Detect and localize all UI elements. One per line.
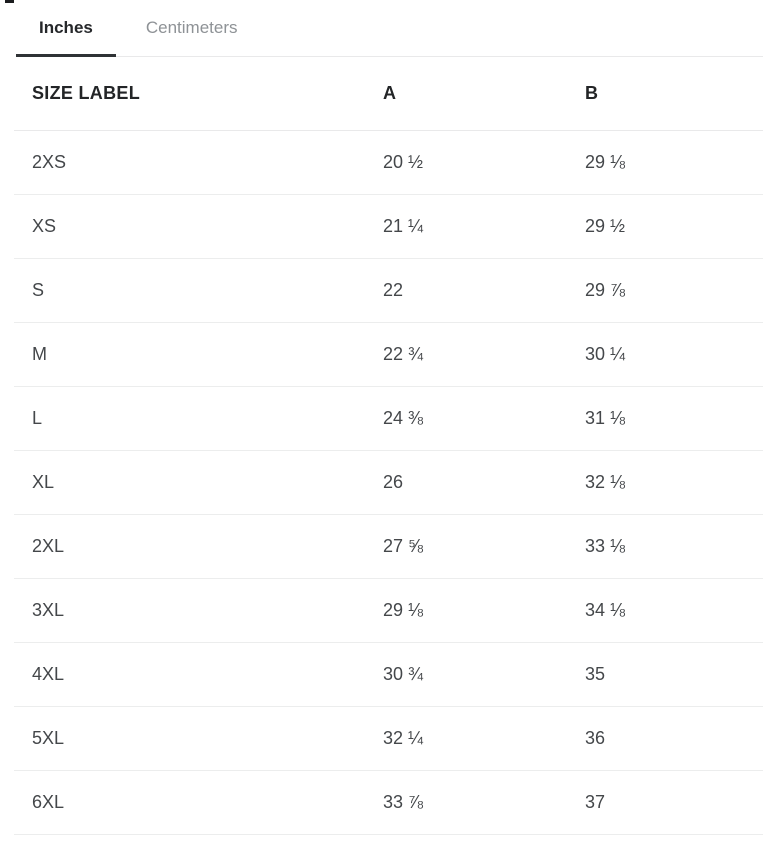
table-row: M 22 ¾ 30 ¼ (14, 322, 763, 387)
measurement-a-cell: 22 ¾ (383, 322, 585, 387)
measurement-b-cell: 29 ⅞ (585, 258, 763, 323)
tab-centimeters-label: Centimeters (145, 18, 238, 37)
measurement-b-cell: 31 ⅛ (585, 386, 763, 451)
active-tab-underline (16, 54, 116, 57)
tab-centimeters[interactable]: Centimeters (123, 0, 261, 56)
measurement-a-cell: 30 ¾ (383, 642, 585, 707)
table-row: 2XS 20 ½ 29 ⅛ (14, 130, 763, 195)
size-table-header: SIZE LABEL A B (14, 57, 763, 131)
size-label-cell: 2XL (14, 514, 383, 579)
table-row: 3XL 29 ⅛ 34 ⅛ (14, 578, 763, 643)
size-label-cell: 6XL (14, 770, 383, 835)
size-label-cell: S (14, 258, 383, 323)
measurement-b-cell: 29 ½ (585, 194, 763, 259)
tab-inches[interactable]: Inches (16, 0, 116, 57)
measurement-b-cell: 30 ¼ (585, 322, 763, 387)
size-table: SIZE LABEL A B 2XS 20 ½ 29 ⅛ XS 21 ¼ 29 … (14, 57, 763, 835)
size-table-body: 2XS 20 ½ 29 ⅛ XS 21 ¼ 29 ½ S 22 29 ⅞ M 2… (14, 130, 763, 835)
measurement-a-cell: 27 ⅝ (383, 514, 585, 579)
column-header-size-label: SIZE LABEL (14, 57, 383, 131)
size-label-cell: 5XL (14, 706, 383, 771)
size-label-cell: 3XL (14, 578, 383, 643)
column-header-b: B (585, 57, 763, 131)
measurement-a-cell: 33 ⅞ (383, 770, 585, 835)
table-row: S 22 29 ⅞ (14, 258, 763, 323)
size-label-cell: 2XS (14, 130, 383, 195)
size-label-cell: XS (14, 194, 383, 259)
measurement-a-cell: 20 ½ (383, 130, 585, 195)
measurement-b-cell: 32 ⅛ (585, 450, 763, 515)
measurement-b-cell: 37 (585, 770, 763, 835)
table-row: 2XL 27 ⅝ 33 ⅛ (14, 514, 763, 579)
unit-tabs: Inches Centimeters (16, 0, 763, 57)
measurement-b-cell: 34 ⅛ (585, 578, 763, 643)
table-row: L 24 ⅜ 31 ⅛ (14, 386, 763, 451)
measurement-a-cell: 24 ⅜ (383, 386, 585, 451)
measurement-a-cell: 32 ¼ (383, 706, 585, 771)
tab-inches-label: Inches (39, 18, 93, 37)
measurement-a-cell: 21 ¼ (383, 194, 585, 259)
table-row: XS 21 ¼ 29 ½ (14, 194, 763, 259)
header-row: SIZE LABEL A B (14, 57, 763, 131)
column-header-a: A (383, 57, 585, 131)
cropped-ui-artifact (5, 0, 14, 3)
measurement-a-cell: 22 (383, 258, 585, 323)
measurement-b-cell: 29 ⅛ (585, 130, 763, 195)
size-label-cell: 4XL (14, 642, 383, 707)
measurement-b-cell: 36 (585, 706, 763, 771)
measurement-a-cell: 29 ⅛ (383, 578, 585, 643)
table-row: XL 26 32 ⅛ (14, 450, 763, 515)
size-label-cell: L (14, 386, 383, 451)
measurement-a-cell: 26 (383, 450, 585, 515)
measurement-b-cell: 35 (585, 642, 763, 707)
size-label-cell: M (14, 322, 383, 387)
table-row: 5XL 32 ¼ 36 (14, 706, 763, 771)
measurement-b-cell: 33 ⅛ (585, 514, 763, 579)
size-label-cell: XL (14, 450, 383, 515)
table-row: 4XL 30 ¾ 35 (14, 642, 763, 707)
table-row: 6XL 33 ⅞ 37 (14, 770, 763, 835)
